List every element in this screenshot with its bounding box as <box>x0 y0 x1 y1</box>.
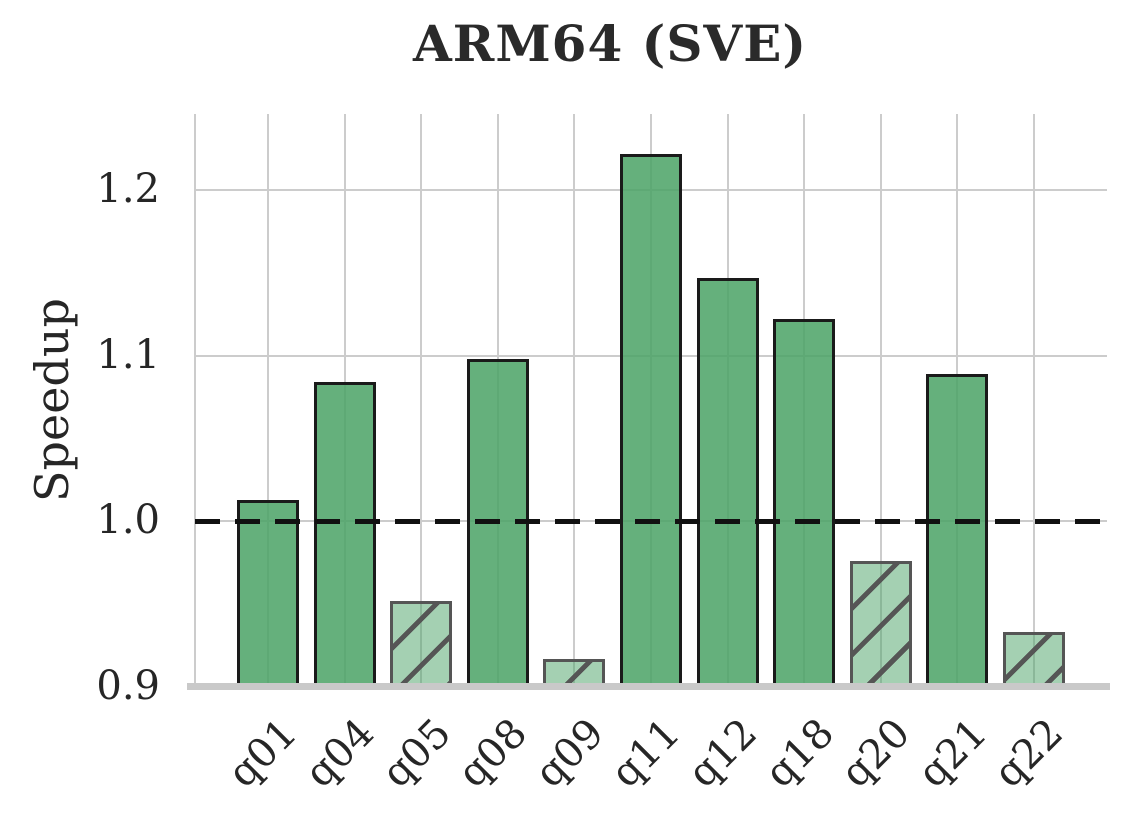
plot-area <box>187 114 1110 690</box>
bar-q11 <box>620 153 682 687</box>
bar-q22 <box>1003 632 1065 687</box>
x-tick-label-q09: q09 <box>526 710 613 797</box>
chart-title: ARM64 (SVE) <box>412 14 807 73</box>
bar-q12 <box>696 278 759 687</box>
x-grid-line <box>1033 114 1035 687</box>
y-tick-label: 1.2 <box>96 166 160 213</box>
y-axis-label: Speedup <box>25 298 79 502</box>
y-axis-spine <box>194 114 196 687</box>
bar-q21 <box>926 374 989 687</box>
x-tick-label-q18: q18 <box>756 710 843 797</box>
x-tick-label-q12: q12 <box>679 710 767 797</box>
y-tick-label: 0.9 <box>96 663 160 710</box>
x-tick-label-q20: q20 <box>832 710 920 797</box>
bar-q04 <box>313 382 376 687</box>
bar-q01 <box>237 499 299 687</box>
x-tick-label-q08: q08 <box>449 710 537 797</box>
x-grid-line <box>420 114 423 687</box>
x-tick-label-q01: q01 <box>219 710 307 797</box>
x-tick-label-q05: q05 <box>373 710 460 797</box>
x-tick-label-q11: q11 <box>602 710 690 797</box>
x-tick-label-q22: q22 <box>985 710 1073 797</box>
bar-q20 <box>849 561 912 687</box>
reference-line <box>195 519 1107 525</box>
y-tick-label: 1.1 <box>96 331 160 378</box>
x-grid-line <box>267 114 269 687</box>
x-tick-label-q21: q21 <box>909 710 996 797</box>
bar-q05 <box>390 600 453 687</box>
bar-q18 <box>773 319 836 687</box>
y-tick-label: 1.0 <box>96 497 160 544</box>
x-tick-label-q04: q04 <box>296 710 384 797</box>
x-grid-line <box>573 114 576 687</box>
x-grid-line <box>879 114 882 687</box>
x-axis-baseline <box>187 683 1110 690</box>
